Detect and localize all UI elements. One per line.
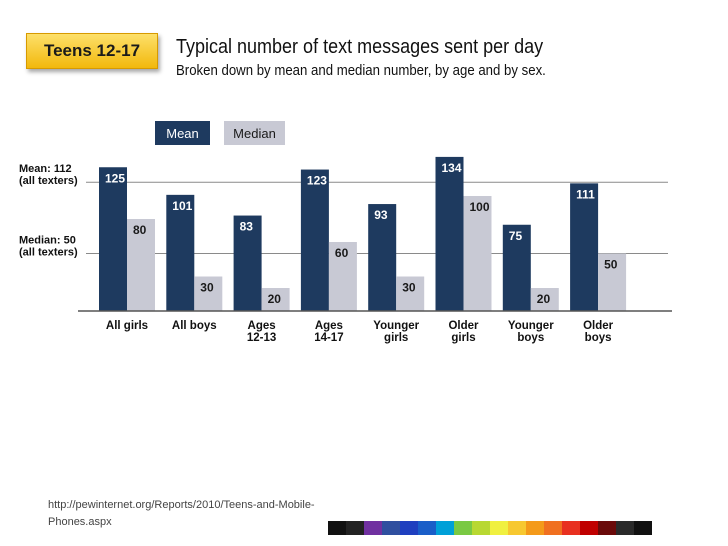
data-label: 75 bbox=[509, 229, 523, 243]
data-label: 111 bbox=[576, 187, 595, 201]
bar-mean bbox=[368, 204, 397, 311]
bar-median bbox=[598, 253, 627, 311]
color-strip-swatch bbox=[382, 521, 400, 535]
category-label: girls bbox=[384, 332, 408, 344]
data-label: 20 bbox=[537, 292, 551, 306]
bar-mean bbox=[300, 169, 329, 311]
color-strip-swatch bbox=[364, 521, 382, 535]
bar-median bbox=[463, 196, 492, 311]
color-strip-swatch bbox=[580, 521, 598, 535]
data-label: 20 bbox=[268, 292, 282, 306]
reference-line-label: Median: 50 bbox=[19, 235, 76, 247]
reference-line-sublabel: (all texters) bbox=[19, 247, 78, 259]
bar-median bbox=[127, 219, 155, 311]
chart-subtitle: Broken down by mean and median number, b… bbox=[176, 62, 546, 79]
category-label: 12-13 bbox=[247, 332, 276, 344]
color-strip-swatch bbox=[544, 521, 562, 535]
color-strip-swatch bbox=[490, 521, 508, 535]
legend-swatch bbox=[155, 121, 210, 145]
source-citation: http://pewinternet.org/Reports/2010/Teen… bbox=[48, 499, 315, 528]
bar-mean bbox=[166, 194, 195, 311]
color-strip-swatch bbox=[328, 521, 346, 535]
color-strip bbox=[328, 521, 652, 535]
data-label: 50 bbox=[604, 258, 618, 272]
category-label: Younger bbox=[373, 320, 419, 332]
category-label: boys bbox=[585, 332, 612, 344]
category-label: Younger bbox=[508, 320, 554, 332]
data-label: 80 bbox=[133, 223, 147, 237]
bar-mean bbox=[435, 156, 464, 311]
section-badge: Teens 12-17 bbox=[26, 33, 158, 69]
bar-median bbox=[396, 276, 425, 311]
bar-mean bbox=[99, 167, 127, 311]
color-strip-swatch bbox=[436, 521, 454, 535]
data-label: 93 bbox=[374, 208, 388, 222]
bar-median bbox=[328, 242, 357, 311]
bar-median bbox=[194, 276, 223, 311]
color-strip-swatch bbox=[418, 521, 436, 535]
data-label: 101 bbox=[172, 199, 192, 213]
category-label: All girls bbox=[106, 320, 148, 332]
category-label: Older bbox=[448, 320, 479, 332]
legend-label: Median bbox=[233, 126, 276, 141]
color-strip-swatch bbox=[634, 521, 652, 535]
chart-title: Typical number of text messages sent per… bbox=[176, 36, 544, 58]
color-strip-swatch bbox=[508, 521, 526, 535]
color-strip-swatch bbox=[562, 521, 580, 535]
bar-mean bbox=[570, 183, 599, 311]
bar-chart: Mean: 112(all texters)Median: 50(all tex… bbox=[19, 121, 672, 344]
bar-median bbox=[261, 288, 290, 311]
color-strip-swatch bbox=[472, 521, 490, 535]
color-strip-swatch bbox=[526, 521, 544, 535]
color-strip-swatch bbox=[346, 521, 364, 535]
data-label: 30 bbox=[200, 281, 214, 295]
bar-mean bbox=[502, 224, 531, 311]
category-label: 14-17 bbox=[314, 332, 343, 344]
legend-swatch bbox=[224, 121, 285, 145]
color-strip-swatch bbox=[400, 521, 418, 535]
bar-median bbox=[530, 288, 559, 311]
data-label: 123 bbox=[307, 174, 327, 188]
color-strip-swatch bbox=[616, 521, 634, 535]
data-label: 125 bbox=[105, 171, 125, 185]
category-label: boys bbox=[517, 332, 544, 344]
color-strip-swatch bbox=[454, 521, 472, 535]
legend-label: Mean bbox=[166, 126, 199, 141]
data-label: 60 bbox=[335, 246, 349, 260]
category-label: Older bbox=[583, 320, 614, 332]
category-label: Ages bbox=[248, 320, 276, 332]
data-label: 100 bbox=[470, 200, 490, 214]
data-label: 83 bbox=[240, 220, 254, 234]
category-label: girls bbox=[451, 332, 475, 344]
data-label: 134 bbox=[442, 161, 462, 175]
category-label: Ages bbox=[315, 320, 343, 332]
color-strip-swatch bbox=[598, 521, 616, 535]
data-label: 30 bbox=[402, 281, 416, 295]
reference-line-label: Mean: 112 bbox=[19, 163, 72, 175]
category-label: All boys bbox=[172, 320, 217, 332]
bar-mean bbox=[233, 215, 262, 311]
reference-line-sublabel: (all texters) bbox=[19, 175, 78, 187]
